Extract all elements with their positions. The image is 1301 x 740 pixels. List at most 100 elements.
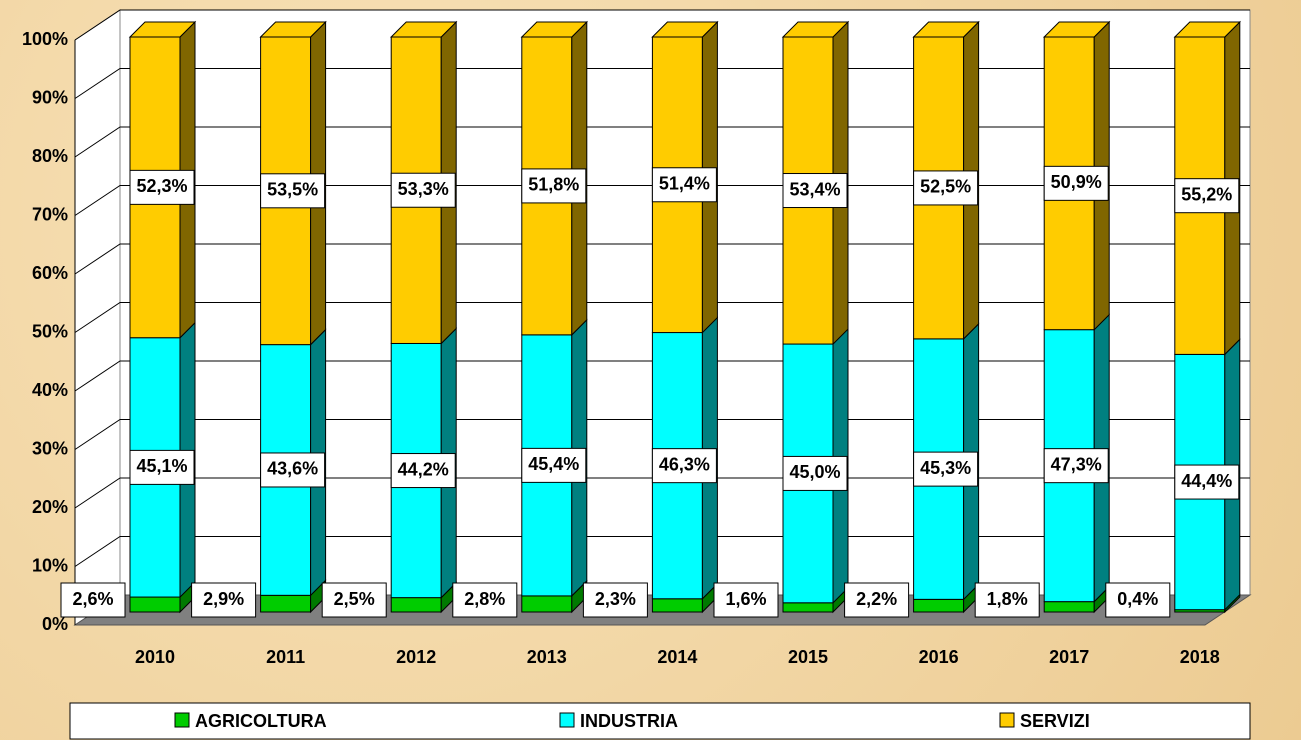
bar-segment	[521, 595, 573, 613]
label-box	[651, 167, 717, 203]
label-box	[974, 582, 1040, 618]
label-box	[582, 582, 648, 618]
y-tick-label: 0%	[42, 614, 68, 634]
bar-top	[389, 21, 458, 38]
y-tick-label: 80%	[32, 146, 68, 166]
data-label: 47,3%	[1051, 454, 1102, 474]
legend-label: INDUSTRIA	[580, 711, 678, 731]
legend-marker	[174, 712, 190, 728]
legend-box	[69, 702, 1251, 740]
data-label: 53,5%	[267, 180, 318, 200]
label-box	[260, 452, 326, 488]
label-box	[60, 582, 126, 618]
data-label: 0,4%	[1117, 589, 1158, 609]
y-tick-label: 50%	[32, 321, 68, 341]
grid-line	[74, 68, 1250, 99]
label-box	[913, 451, 979, 487]
data-label: 45,0%	[789, 462, 840, 482]
data-label: 43,6%	[267, 459, 318, 479]
label-box	[1043, 448, 1109, 484]
data-label: 50,9%	[1051, 172, 1102, 192]
bar-segment	[129, 596, 181, 613]
data-label: 2,3%	[595, 589, 636, 609]
data-label: 2,5%	[334, 589, 375, 609]
grid-line	[74, 126, 1250, 158]
grid-line	[74, 302, 1250, 333]
label-box	[844, 582, 910, 618]
x-tick-label: 2017	[1049, 647, 1089, 667]
data-label: 2,2%	[856, 589, 897, 609]
data-label: 51,4%	[659, 174, 710, 194]
x-tick-label: 2010	[135, 647, 175, 667]
data-label: 51,8%	[528, 175, 579, 195]
legend-marker	[559, 712, 575, 728]
data-label: 53,4%	[789, 179, 840, 199]
label-box	[1105, 582, 1171, 618]
data-label: 53,3%	[398, 179, 449, 199]
label-box	[390, 172, 456, 208]
data-label: 45,4%	[528, 454, 579, 474]
label-box	[129, 449, 195, 485]
y-tick-label: 60%	[32, 263, 68, 283]
data-label: 52,5%	[920, 177, 971, 197]
bar-top	[128, 21, 197, 38]
label-box	[521, 447, 587, 483]
bar-segment	[390, 597, 442, 613]
y-tick-label: 100%	[22, 29, 68, 49]
label-box	[521, 168, 587, 204]
y-tick-label: 70%	[32, 204, 68, 224]
data-label: 52,3%	[136, 176, 187, 196]
y-tick-label: 40%	[32, 380, 68, 400]
label-box	[913, 170, 979, 206]
bar-top	[520, 21, 589, 38]
data-label: 2,8%	[464, 589, 505, 609]
data-label: 1,8%	[987, 589, 1028, 609]
data-label: 44,2%	[398, 459, 449, 479]
x-tick-label: 2015	[788, 647, 828, 667]
data-label: 44,4%	[1181, 471, 1232, 491]
x-tick-label: 2011	[266, 647, 305, 667]
y-tick-label: 30%	[32, 438, 68, 458]
label-box	[713, 582, 779, 618]
bar-segment	[1043, 601, 1095, 613]
label-box	[782, 173, 848, 209]
label-box	[129, 169, 195, 205]
legend-marker	[999, 712, 1015, 728]
bar-top	[1042, 21, 1111, 38]
label-box	[1174, 178, 1240, 214]
y-tick-label: 20%	[32, 497, 68, 517]
grid-line	[74, 243, 1250, 275]
grid-line	[74, 185, 1250, 216]
label-box	[452, 582, 518, 618]
bar-segment	[260, 594, 312, 613]
data-label: 2,9%	[203, 589, 244, 609]
y-tick-label: 90%	[32, 87, 68, 107]
data-label: 45,3%	[920, 458, 971, 478]
label-box	[1043, 165, 1109, 201]
x-tick-label: 2016	[919, 647, 959, 667]
x-tick-label: 2013	[527, 647, 567, 667]
data-label: 2,6%	[72, 589, 113, 609]
label-box	[782, 455, 848, 491]
grid-line	[74, 477, 1250, 509]
grid-line	[74, 419, 1250, 450]
label-box	[651, 448, 717, 484]
grid-line	[74, 9, 1250, 41]
bar-top	[781, 21, 850, 38]
label-box	[1174, 464, 1240, 500]
x-tick-label: 2012	[396, 647, 436, 667]
label-box	[321, 582, 387, 618]
data-label: 45,1%	[136, 456, 187, 476]
bar-segment	[651, 598, 703, 613]
bar-segment	[782, 602, 834, 613]
bar-top	[1173, 21, 1242, 38]
bar-segment	[913, 598, 965, 613]
x-tick-label: 2018	[1180, 647, 1220, 667]
legend-label: AGRICOLTURA	[195, 711, 327, 731]
label-box	[260, 173, 326, 209]
bar-top	[259, 21, 327, 38]
grid-line	[74, 536, 1250, 567]
label-box	[390, 453, 456, 489]
data-label: 1,6%	[725, 589, 766, 609]
